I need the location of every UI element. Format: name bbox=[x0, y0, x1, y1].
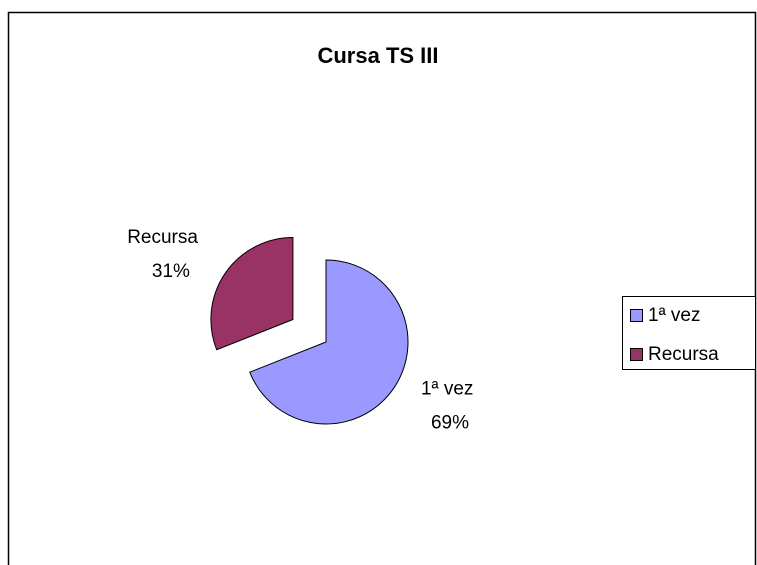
data-label-value: 31% bbox=[152, 261, 190, 282]
legend-swatch bbox=[630, 309, 643, 322]
pie-slice bbox=[249, 259, 409, 425]
legend-label: Recursa bbox=[648, 344, 719, 365]
pie-slice bbox=[210, 237, 294, 351]
chart-title: Cursa TS III bbox=[317, 43, 438, 68]
data-label-value: 69% bbox=[431, 413, 469, 434]
chart-border bbox=[7, 11, 757, 565]
legend-box bbox=[622, 296, 756, 370]
data-label-name: 1ª vez bbox=[421, 379, 473, 400]
legend-swatch bbox=[630, 348, 643, 361]
data-label-name: Recursa bbox=[127, 227, 198, 248]
legend-label: 1ª vez bbox=[648, 305, 700, 326]
